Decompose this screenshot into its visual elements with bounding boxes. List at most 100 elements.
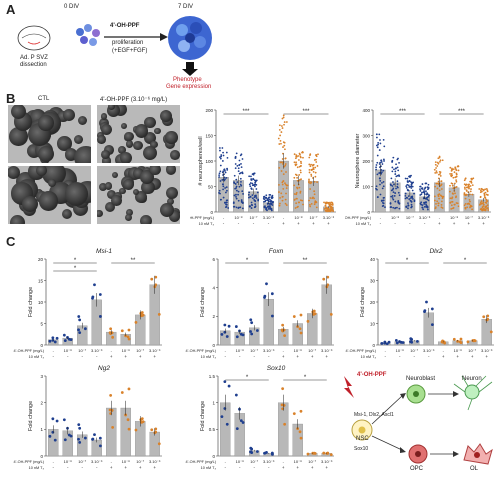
data-point [233,205,236,208]
neurosphere-blob [133,140,143,150]
data-point [440,183,443,186]
x-tick-label: 3.10⁻⁶ [91,459,103,464]
neurosphere-blob [139,215,152,224]
data-point [441,207,444,209]
data-point [454,196,457,199]
data-point [464,202,467,205]
data-point [451,192,454,195]
t3-tick-label: - [409,221,411,226]
t3-tick-label: + [296,354,299,359]
neurosphere-blob [143,131,156,144]
data-point [397,157,399,160]
data-point [278,204,281,207]
data-point [329,453,333,457]
data-point [302,151,304,154]
y-axis-label: Fold change [200,401,206,431]
data-point [427,186,430,189]
data-point [234,183,237,185]
data-point [278,143,281,145]
data-point [437,157,440,160]
data-point [434,185,437,188]
data-point [430,323,434,327]
data-point [91,296,94,300]
data-point [391,170,394,173]
data-point [238,172,241,175]
data-point [269,193,272,196]
data-point [427,199,430,202]
data-point [423,203,426,205]
data-point [436,165,439,167]
y-tick-label: 2 [40,400,43,405]
data-point [308,203,311,206]
data-point [250,207,253,209]
data-point [295,154,298,157]
data-point [455,180,458,183]
y-tick-label: 200 [362,159,370,164]
bar [135,314,146,346]
data-point [250,451,254,454]
data-point [396,183,399,185]
data-point [239,419,243,423]
data-point [48,434,52,438]
data-point [470,205,473,208]
y-tick-label: 15 [38,278,44,283]
data-point [308,180,310,182]
neurosphere-blob [9,127,28,146]
data-point [375,185,378,188]
t3-tick-label: + [110,465,113,470]
data-point [279,161,282,164]
data-point [470,188,472,190]
data-point [295,161,298,164]
data-point [299,436,303,440]
data-point [405,205,408,208]
neurosphere-blob [100,150,110,160]
data-point [439,172,442,175]
data-point [315,155,318,158]
neurosphere-blob [111,195,122,206]
data-point [469,193,471,196]
y-tick-label: 300 [362,133,370,138]
data-point [382,199,385,202]
neurosphere-blob [64,148,78,161]
data-point [240,153,243,156]
data-point [98,293,102,296]
data-point [380,200,383,202]
data-point [256,191,259,194]
data-point [220,333,224,336]
data-point [280,161,283,164]
data-point [472,338,476,342]
data-point [221,160,224,162]
data-point [451,207,454,210]
data-point [298,173,301,176]
data-point [254,185,256,188]
data-point [221,171,224,174]
data-point [378,133,381,136]
t3-tick-label: - [380,221,382,226]
data-point [270,202,273,205]
data-point [405,185,408,188]
data-point [381,201,384,204]
x-tick-label: 10⁻⁸ [294,459,303,464]
data-point [278,128,281,131]
row-label-t3: 10 nM T₃ [199,222,215,226]
data-point [78,331,82,335]
data-point [392,191,395,194]
t3-tick-label: + [297,221,300,226]
x-tick-label: - [111,459,113,464]
data-point [484,196,486,199]
legend-ohppf: 4'-OH-PPF [357,372,387,378]
data-point [299,156,302,159]
data-point [314,171,317,174]
data-point [419,202,422,205]
data-point [466,340,470,344]
data-point [327,207,330,210]
y-tick-label: 5 [40,321,43,326]
t3-tick-label: + [442,354,445,359]
data-point [285,187,288,190]
data-point [239,177,242,180]
neurosphere-blob [132,168,144,180]
legend-neuron: Neuron [462,376,482,382]
t3-tick-label: + [282,354,285,359]
data-point [55,419,59,423]
data-point [224,187,226,189]
